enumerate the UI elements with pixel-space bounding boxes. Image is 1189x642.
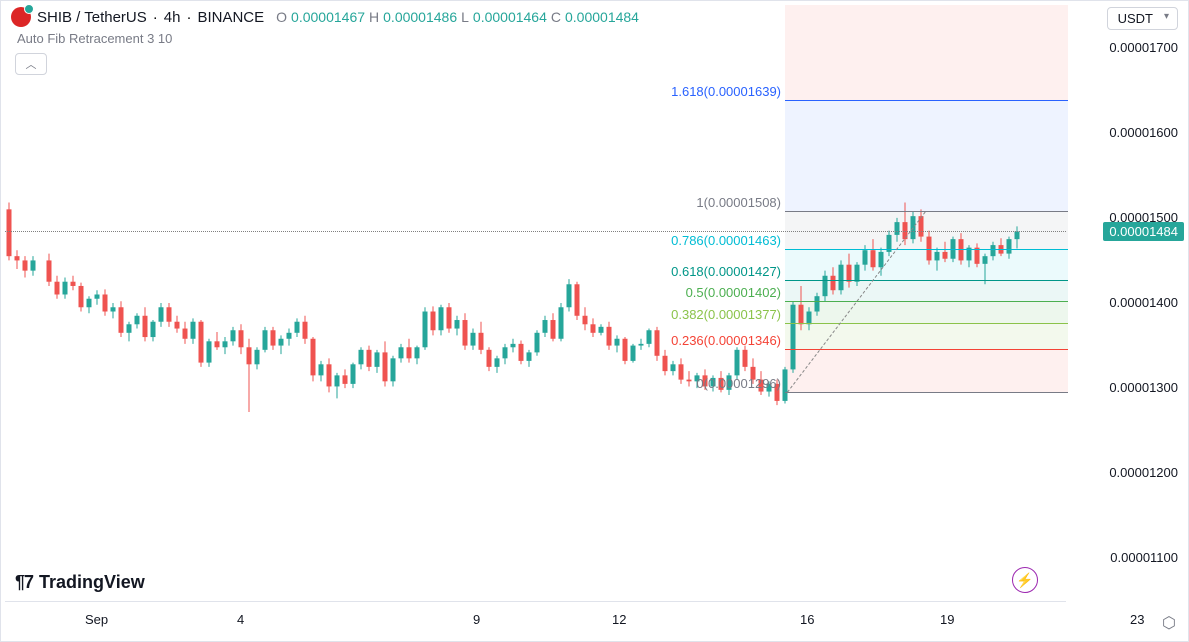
fib-line <box>785 100 1068 101</box>
fib-line <box>785 211 1068 212</box>
price-axis[interactable]: 0.000017000.000016000.000015000.00001400… <box>1068 5 1188 599</box>
fib-line <box>785 392 1068 393</box>
chart-area[interactable]: 1.618(0.00001639) 1(0.00001508) 0.786(0.00… <box>5 5 1066 599</box>
fib-label: 0.236(0.00001346) <box>671 333 781 348</box>
price-tick: 0.00001700 <box>1109 40 1178 55</box>
lightning-icon[interactable]: ⚡ <box>1012 567 1038 593</box>
time-tick: 9 <box>473 612 480 627</box>
fib-line <box>785 301 1068 302</box>
fib-label: 0(0.00001296) <box>696 376 781 391</box>
price-tick: 0.00001600 <box>1109 125 1178 140</box>
fib-label: 1(0.00001508) <box>696 195 781 210</box>
fib-label: 0.382(0.00001377) <box>671 307 781 322</box>
fib-label: 0.5(0.00001402) <box>686 285 781 300</box>
time-tick: Sep <box>85 612 108 627</box>
fib-line <box>785 249 1068 250</box>
price-tick: 0.00001400 <box>1109 295 1178 310</box>
tradingview-logo-icon: ¶7 <box>15 572 33 593</box>
fib-line <box>785 280 1068 281</box>
time-tick: 12 <box>612 612 626 627</box>
fib-line <box>785 323 1068 324</box>
time-tick: 16 <box>800 612 814 627</box>
settings-icon[interactable]: ⬡ <box>1162 613 1176 633</box>
time-tick: 4 <box>237 612 244 627</box>
tradingview-branding: ¶7 TradingView <box>15 572 145 593</box>
current-price-label: 0.00001484 <box>1103 222 1184 241</box>
price-tick: 0.00001100 <box>1110 550 1178 565</box>
fib-label: 1.618(0.00001639) <box>671 84 781 99</box>
fib-label: 0.618(0.00001427) <box>671 264 781 279</box>
price-tick: 0.00001300 <box>1109 380 1178 395</box>
time-axis[interactable]: Sep49121619232 <box>5 601 1066 641</box>
time-tick: 19 <box>940 612 954 627</box>
fib-label: 0.786(0.00001463) <box>671 233 781 248</box>
time-tick: 23 <box>1130 612 1144 627</box>
price-tick: 0.00001200 <box>1109 465 1178 480</box>
fib-line <box>785 349 1068 350</box>
